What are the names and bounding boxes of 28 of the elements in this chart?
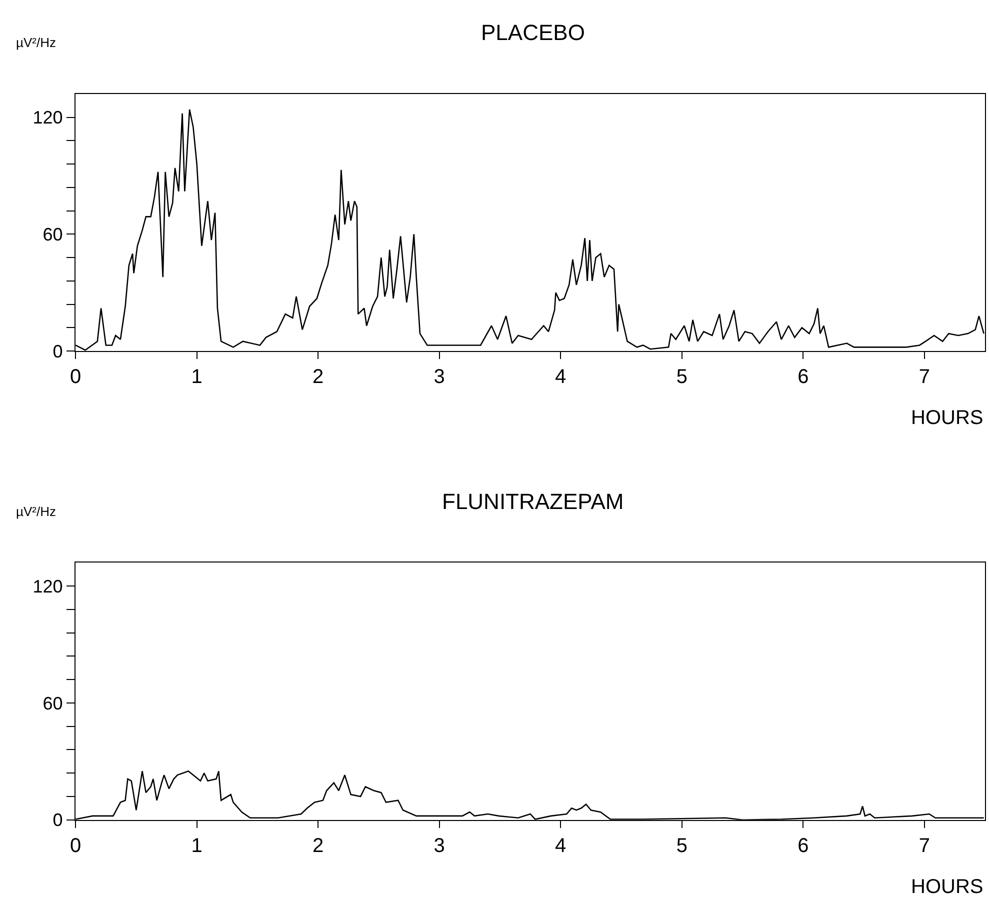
x-tick-label: 2 — [312, 366, 324, 388]
x-tick-label: 1 — [191, 366, 202, 388]
y-tick-label: 120 — [32, 576, 63, 596]
y-axis-title: µV²/Hz — [16, 35, 56, 50]
x-tick-label: 4 — [555, 366, 566, 388]
y-tick-label: 120 — [32, 108, 63, 128]
x-tick-label: 3 — [434, 366, 445, 388]
x-tick-label: 3 — [434, 834, 445, 857]
x-tick-label: 0 — [70, 834, 82, 857]
y-tick-label: 60 — [42, 693, 63, 714]
x-axis-title: HOURS — [911, 407, 984, 429]
chart-title: FLUNITRAZEPAM — [442, 489, 624, 514]
x-tick-label: 7 — [918, 834, 930, 857]
x-tick-label: 1 — [191, 834, 202, 857]
x-axis-title: HOURS — [911, 876, 984, 898]
chart-title: PLACEBO — [481, 20, 585, 45]
x-tick-label: 7 — [918, 366, 930, 388]
x-tick-label: 0 — [70, 366, 82, 388]
x-tick-label: 6 — [798, 366, 809, 388]
x-tick-label: 5 — [676, 366, 688, 388]
y-tick-label: 0 — [52, 810, 63, 830]
x-tick-label: 2 — [312, 834, 324, 857]
x-tick-label: 4 — [555, 834, 566, 857]
y-tick-label: 60 — [42, 224, 63, 244]
x-tick-label: 6 — [798, 834, 809, 857]
x-tick-label: 5 — [676, 834, 688, 857]
y-axis-title: µV²/Hz — [16, 504, 56, 519]
y-tick-label: 0 — [52, 341, 63, 362]
